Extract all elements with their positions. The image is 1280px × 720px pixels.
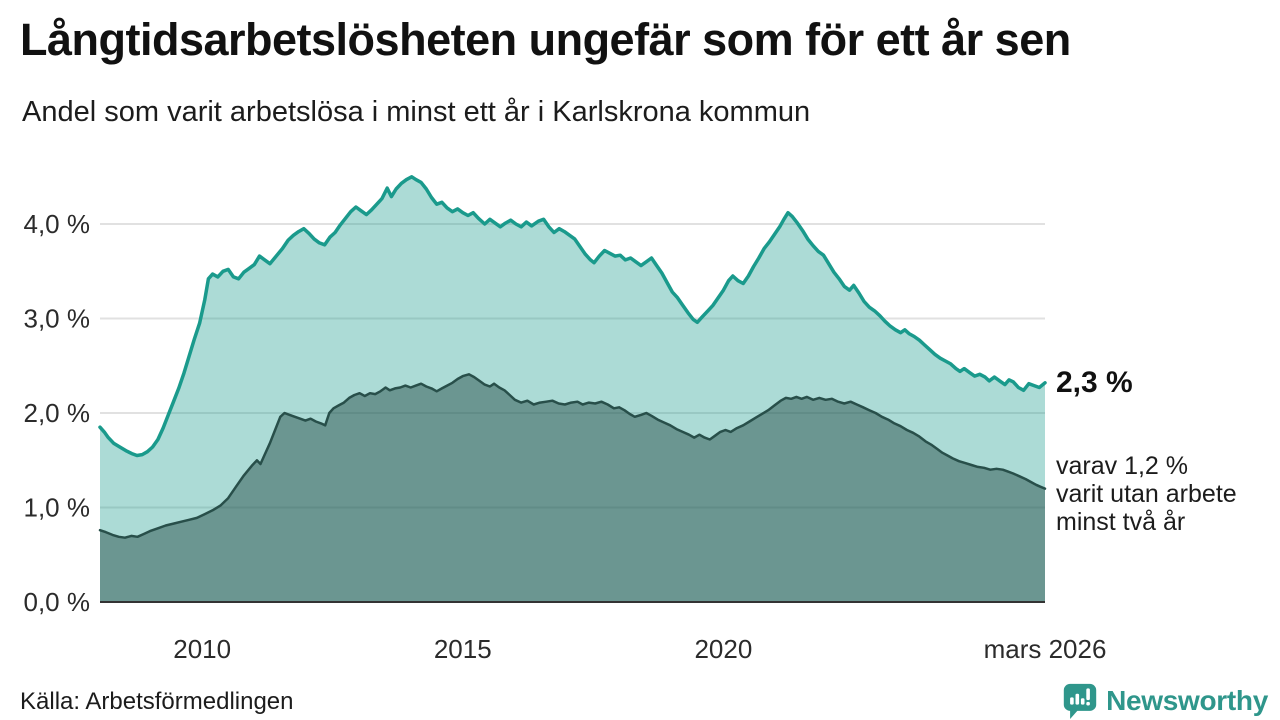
annotation-detail: varav 1,2 % varit utan arbete minst två … xyxy=(1056,452,1237,536)
x-tick-label: 2015 xyxy=(434,634,492,664)
x-tick-label: mars 2026 xyxy=(984,634,1107,664)
x-tick-label: 2020 xyxy=(694,634,752,664)
line-min-2yr xyxy=(98,373,1047,539)
area-min-2yr xyxy=(100,374,1045,602)
y-tick-label: 2,0 % xyxy=(24,398,91,428)
y-tick-label: 1,0 % xyxy=(24,493,91,523)
source-label: Källa: Arbetsförmedlingen xyxy=(20,688,294,715)
chart-subtitle: Andel som varit arbetslösa i minst ett å… xyxy=(22,96,811,128)
area-min-1yr xyxy=(100,176,1045,603)
newsworthy-brand: Newsworthy xyxy=(1062,682,1268,720)
y-tick-label: 3,0 % xyxy=(24,304,91,334)
y-tick-label: 4,0 % xyxy=(24,209,91,239)
newsworthy-wordmark: Newsworthy xyxy=(1106,685,1268,716)
chart-title: Långtidsarbetslösheten ungefär som för e… xyxy=(20,14,1071,65)
y-tick-label: 0,0 % xyxy=(24,587,91,617)
line-min-1yr xyxy=(98,175,1047,458)
latest-value-label: 2,3 % xyxy=(1056,366,1133,399)
newsworthy-logo-icon xyxy=(1063,683,1097,719)
x-tick-label: 2010 xyxy=(173,634,231,664)
